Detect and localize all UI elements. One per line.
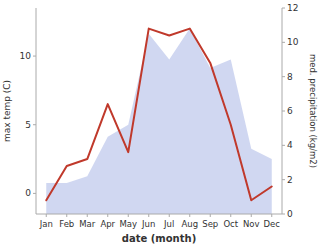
y-tick-label: 0 — [25, 188, 31, 198]
y-tick — [33, 124, 36, 125]
x-tick — [87, 214, 88, 217]
x-tick-label: Oct — [223, 219, 238, 229]
x-tick-label: Feb — [59, 219, 74, 229]
x-tick-label: Dec — [264, 219, 281, 229]
y2-tick-label: 10 — [287, 37, 299, 47]
x-tick-label: Apr — [100, 219, 115, 229]
y2-tick — [282, 76, 285, 77]
x-tick-label: Jan — [39, 219, 53, 229]
x-tick — [210, 214, 211, 217]
y-tick — [33, 56, 36, 57]
x-tick — [107, 214, 108, 217]
y2-tick-label: 0 — [287, 209, 293, 219]
marks — [46, 29, 272, 214]
y-tick-label: 10 — [20, 51, 32, 61]
x-tick-label: May — [119, 219, 137, 229]
x-tick — [230, 214, 231, 217]
y-tick-label: 5 — [25, 120, 31, 130]
x-tick — [169, 214, 170, 217]
y-axis-title: max temp (C) — [2, 80, 12, 142]
x-axis-title: date (month) — [122, 233, 196, 244]
y2-tick-label: 2 — [287, 175, 293, 185]
y2-tick — [282, 179, 285, 180]
y-tick — [33, 193, 36, 194]
x-tick — [251, 214, 252, 217]
y2-tick-label: 12 — [287, 3, 298, 13]
y2-tick — [282, 145, 285, 146]
y2-tick — [282, 111, 285, 112]
x-tick — [148, 214, 149, 217]
y-axis-line — [36, 8, 37, 214]
precipitation-area — [46, 29, 272, 214]
y2-tick-label: 6 — [287, 106, 293, 116]
x-tick-label: Sep — [202, 219, 218, 229]
x-tick-label: Aug — [181, 219, 198, 229]
x-tick — [271, 214, 272, 217]
x-tick — [46, 214, 47, 217]
x-tick-label: Mar — [79, 219, 96, 229]
y2-tick-label: 8 — [287, 72, 293, 82]
axes: Jan Feb Mar Apr May Jun Jul Aug Sep Oct Nov Dec 0 5 10… — [20, 3, 299, 229]
x-tick — [66, 214, 67, 217]
x-tick-label: Jun — [141, 219, 155, 229]
x-tick — [189, 214, 190, 217]
x-tick-label: Nov — [243, 219, 260, 229]
chart: Jan Feb Mar Apr May Jun Jul Aug Sep Oct Nov Dec 0 5 10… — [0, 0, 318, 248]
x-axis-line — [36, 214, 282, 215]
x-tick — [128, 214, 129, 217]
y2-tick — [282, 42, 285, 43]
y2-tick — [282, 8, 285, 9]
temperature-line — [46, 29, 272, 201]
y2-axis-title: med. precipitation (kg/m2) — [308, 54, 318, 168]
y2-tick-label: 4 — [287, 140, 293, 150]
x-tick-label: Jul — [163, 219, 174, 229]
y2-tick — [282, 214, 285, 215]
